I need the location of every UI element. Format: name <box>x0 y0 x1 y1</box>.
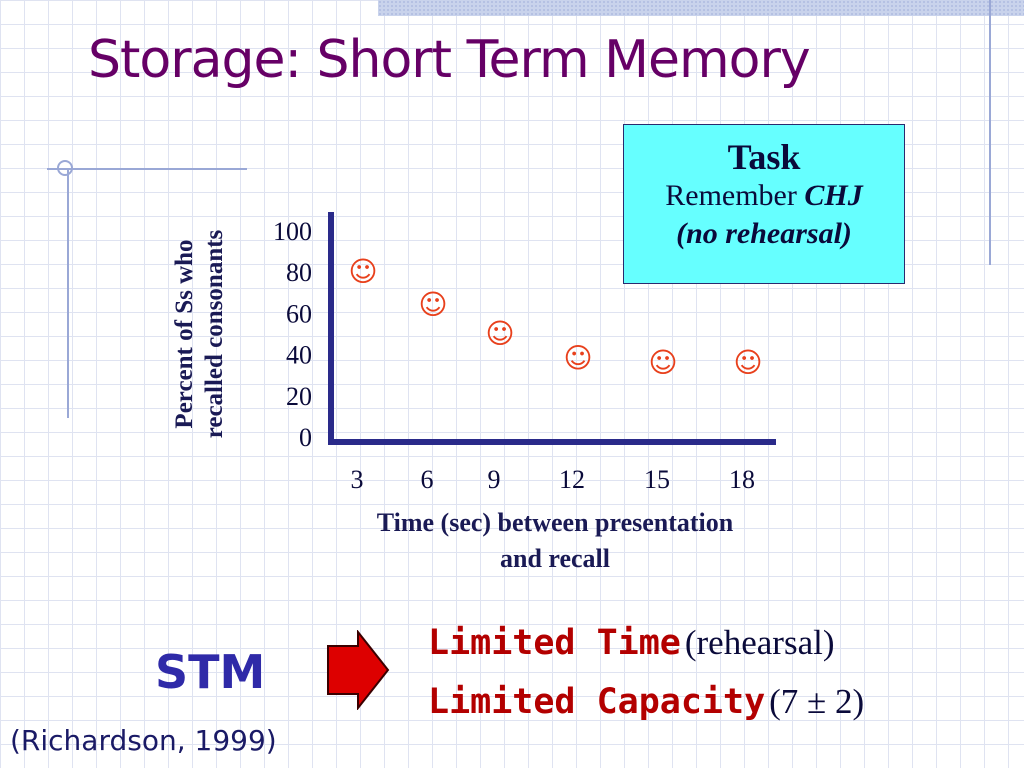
decorative-left-vline <box>67 168 69 418</box>
task-line-2: (no rehearsal) <box>624 215 904 253</box>
y-tick-label: 40 <box>286 341 312 370</box>
data-point-smiley-icon: ☺ <box>348 255 377 288</box>
decorative-top-band <box>378 0 1024 16</box>
x-tick-label: 3 <box>351 465 364 494</box>
y-axis-line <box>328 212 334 445</box>
decorative-left-hline <box>47 168 247 170</box>
limit-capacity-row: Limited Capacity (7 ± 2) <box>428 676 864 735</box>
limit-capacity-key: Limited Capacity <box>428 682 766 722</box>
y-tick-label: 0 <box>299 423 312 452</box>
task-box: Task Remember CHJ (no rehearsal) <box>623 124 905 284</box>
data-points: ☺ ☺ ☺ ☺ ☺ ☺ <box>348 255 762 379</box>
data-point-smiley-icon: ☺ <box>485 317 514 350</box>
x-tick-label: 6 <box>421 465 434 494</box>
y-axis-title: Percent of Ss who recalled consonants <box>170 194 230 474</box>
decorative-right-line <box>989 0 991 265</box>
limit-time-row: Limited Time (rehearsal) <box>428 617 864 676</box>
decorative-corner-circle <box>57 160 73 176</box>
y-tick-label: 60 <box>286 299 312 328</box>
x-tick-label: 9 <box>488 465 501 494</box>
limit-time-note: (rehearsal) <box>684 623 835 662</box>
limits-list: Limited Time (rehearsal) Limited Capacit… <box>428 617 864 735</box>
task-title: Task <box>727 137 801 177</box>
task-letters: CHJ <box>804 179 863 212</box>
y-tick-label: 100 <box>273 217 312 246</box>
task-remember-text: Remember <box>665 179 805 212</box>
x-axis-title-line-2: and recall <box>499 544 611 573</box>
y-tick-label: 20 <box>286 382 312 411</box>
limit-time-key: Limited Time <box>428 623 681 663</box>
data-point-smiley-icon: ☺ <box>648 346 677 379</box>
x-tick-label: 15 <box>644 465 670 494</box>
y-axis-title-line-2: recalled consonants <box>201 229 228 439</box>
limit-capacity-note: (7 ± 2) <box>769 682 865 721</box>
data-point-smiley-icon: ☺ <box>733 346 762 379</box>
y-tick-labels: 100 80 60 40 20 0 <box>273 217 312 452</box>
y-tick-label: 80 <box>286 258 312 287</box>
x-axis-title: Time (sec) between presentation and reca… <box>300 505 810 577</box>
stm-label: STM <box>155 645 266 699</box>
data-point-smiley-icon: ☺ <box>418 288 447 321</box>
y-axis-title-line-1: Percent of Ss who <box>171 239 198 429</box>
x-axis-line <box>328 439 776 445</box>
citation: (Richardson, 1999) <box>10 724 277 757</box>
x-tick-label: 12 <box>559 465 585 494</box>
x-tick-labels: 3 6 9 12 15 18 <box>351 465 756 494</box>
right-arrow-icon <box>327 630 390 710</box>
task-no-rehearsal: (no rehearsal) <box>676 217 852 250</box>
task-line-1: Remember CHJ <box>624 177 904 215</box>
x-axis-title-line-1: Time (sec) between presentation <box>376 508 734 537</box>
x-tick-label: 18 <box>729 465 755 494</box>
slide-title: Storage: Short Term Memory <box>88 30 811 90</box>
data-point-smiley-icon: ☺ <box>563 342 592 375</box>
